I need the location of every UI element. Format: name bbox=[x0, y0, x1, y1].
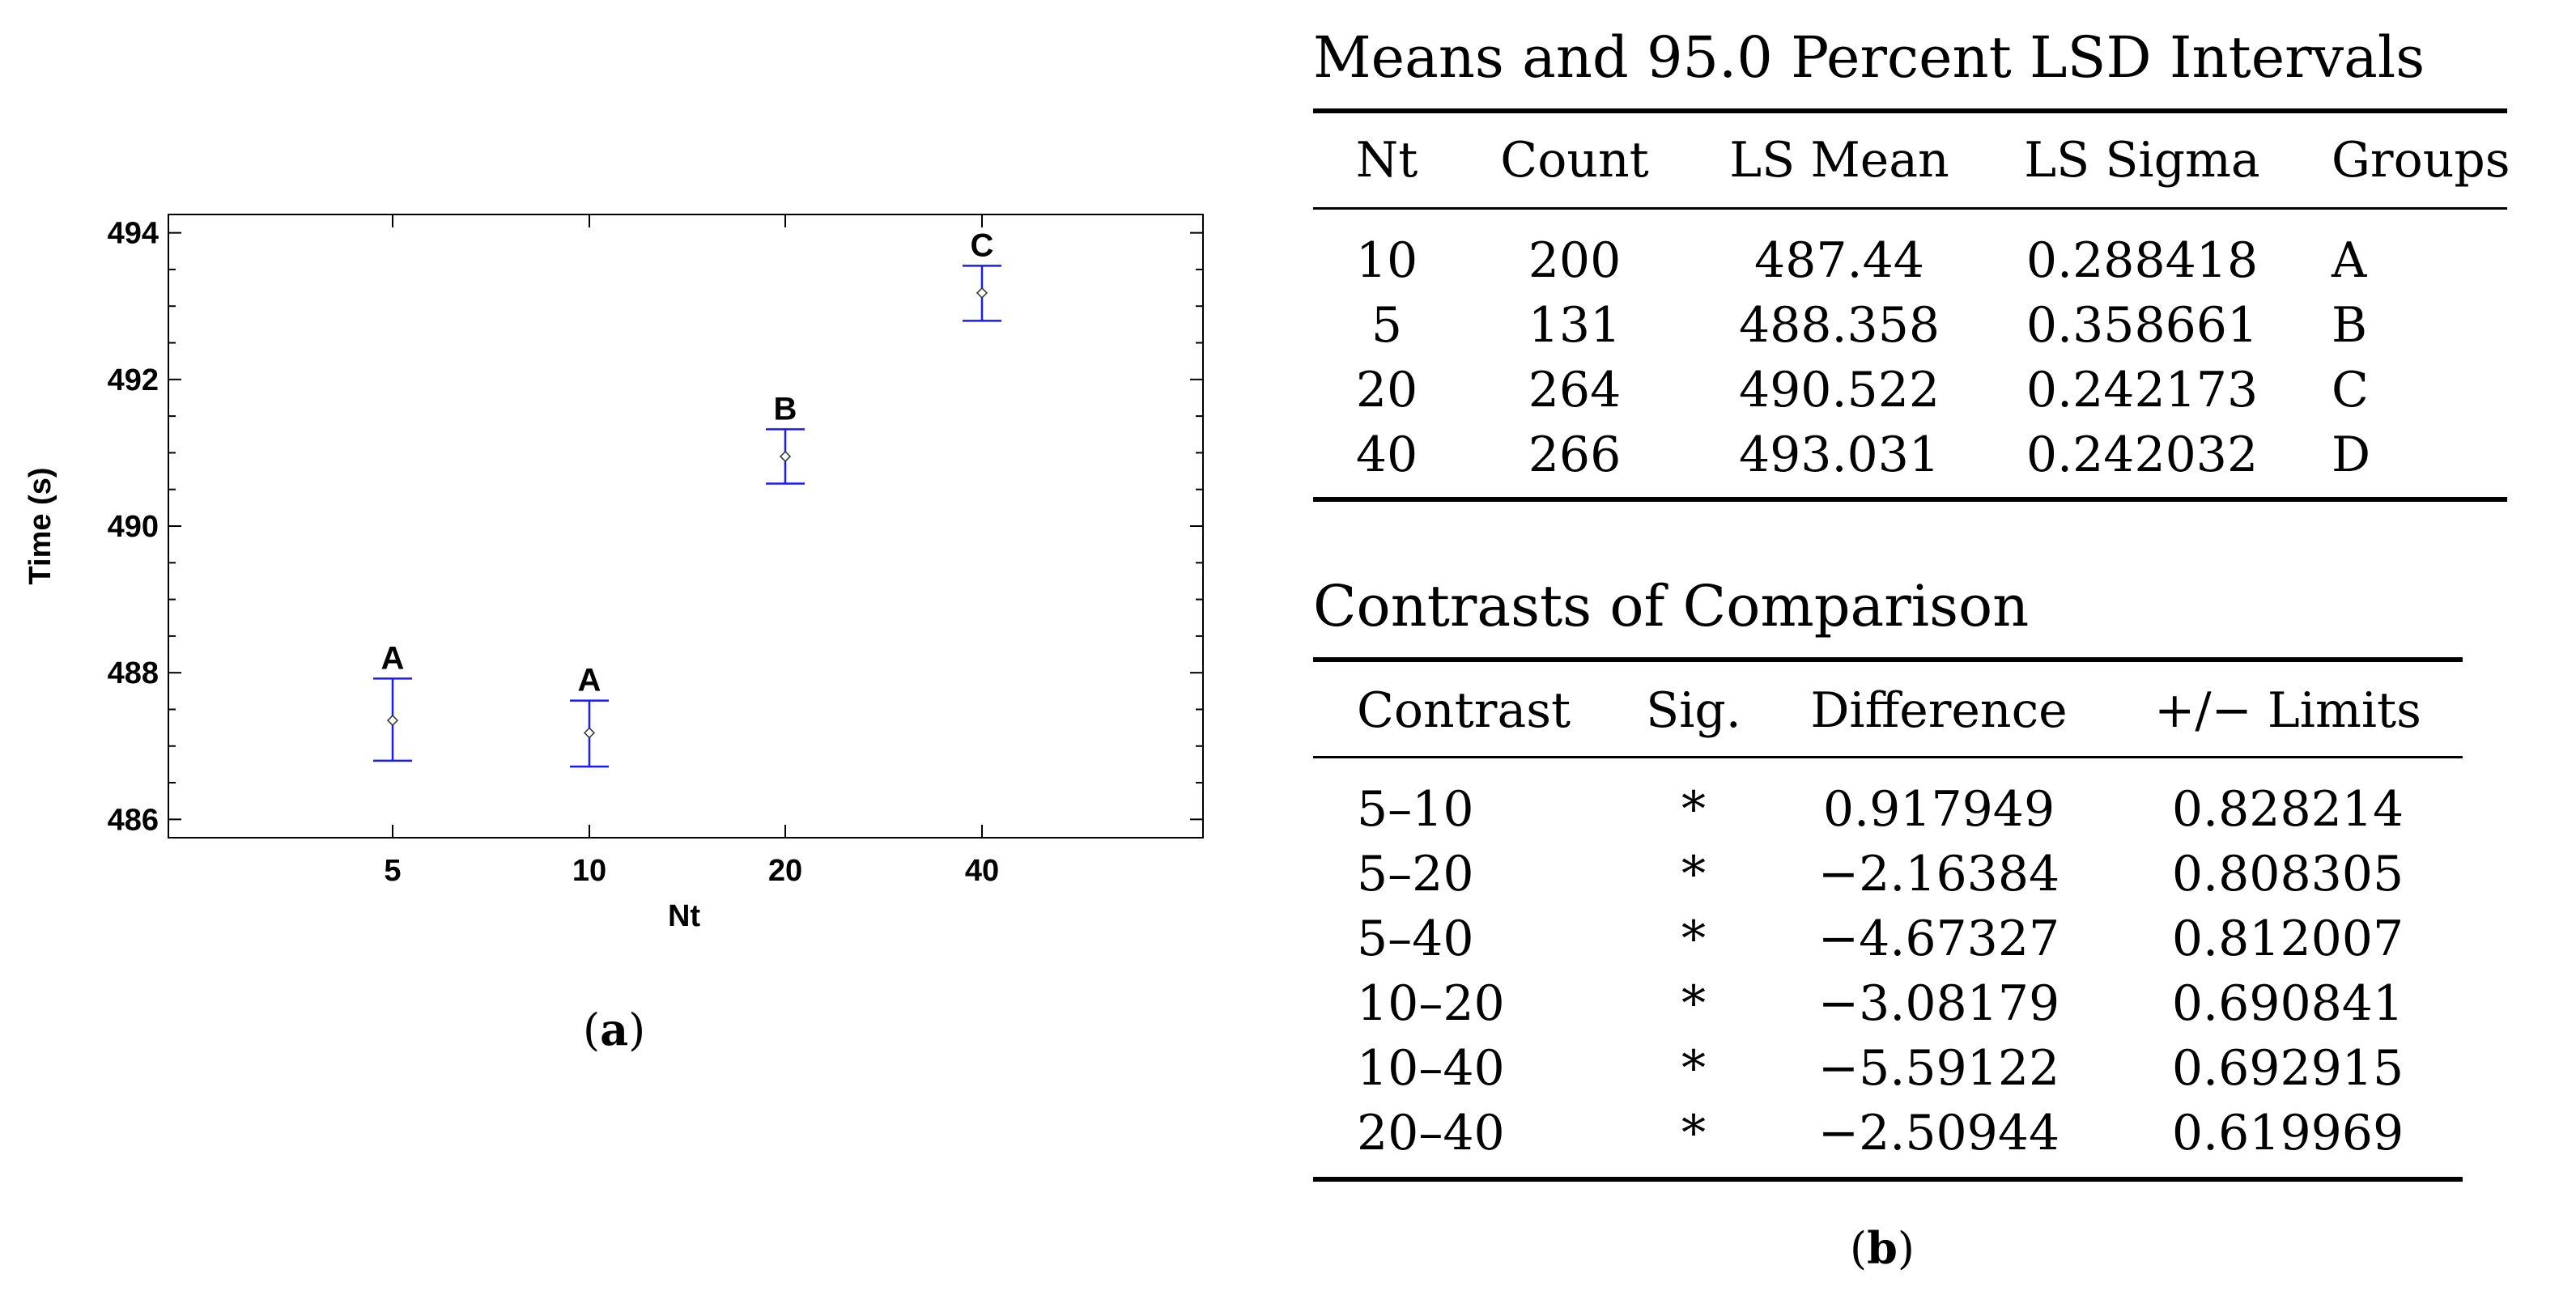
contrasts-table-cell: 0.808305 bbox=[2171, 846, 2404, 902]
means-table-cell: D bbox=[2332, 427, 2371, 483]
mean-marker bbox=[779, 450, 792, 463]
means-table-cell: 5 bbox=[1371, 297, 1403, 354]
interval-5: A bbox=[373, 640, 412, 762]
means-table-cell: 490.522 bbox=[1738, 362, 1941, 418]
means-plot: 486 488 490 492 494 5 10 20 40 A A B C Nt Time (s) bbox=[23, 214, 1204, 933]
contrasts-table-cell: 5–20 bbox=[1357, 846, 1474, 902]
means-table-top-rule bbox=[1313, 108, 2507, 113]
contrasts-table-cell: 0.690841 bbox=[2171, 975, 2404, 1032]
group-letter: B bbox=[774, 391, 797, 427]
group-letter: A bbox=[381, 640, 405, 676]
means-table-cell: 493.031 bbox=[1738, 427, 1941, 483]
contrasts-table-cell: 0.812007 bbox=[2171, 911, 2404, 967]
contrasts-table-cell: 0.619969 bbox=[2171, 1105, 2404, 1161]
plot-frame bbox=[168, 214, 1204, 839]
interval-20: B bbox=[766, 391, 805, 485]
means-table-header-4: Groups bbox=[2332, 132, 2510, 189]
x-tick-label: 40 bbox=[965, 854, 999, 888]
contrasts-table-cell: 0.917949 bbox=[1822, 781, 2055, 838]
contrasts-table-cell: 5–40 bbox=[1357, 911, 1474, 967]
means-table-cell: 20 bbox=[1355, 362, 1418, 418]
means-table-cell: 0.358661 bbox=[2026, 297, 2259, 354]
means-table-cell: 264 bbox=[1528, 362, 1622, 418]
means-table-bottom-rule bbox=[1313, 497, 2507, 502]
mean-marker bbox=[583, 727, 596, 739]
contrasts-table-cell: 10–40 bbox=[1357, 1040, 1505, 1097]
contrasts-table-header-2: Difference bbox=[1810, 682, 2068, 739]
interval-40: C bbox=[963, 227, 1001, 322]
x-tick-label: 5 bbox=[384, 854, 401, 888]
contrasts-table-cell: * bbox=[1681, 975, 1706, 1032]
data-points: A A B C bbox=[373, 227, 1001, 768]
group-letter: C bbox=[971, 227, 994, 263]
contrasts-table-cell: * bbox=[1681, 911, 1706, 967]
y-tick-label: 490 bbox=[108, 510, 159, 544]
means-table-cell: 488.358 bbox=[1738, 297, 1941, 354]
means-table-cell: C bbox=[2332, 362, 2369, 418]
contrasts-table-cell: * bbox=[1681, 1105, 1706, 1161]
contrasts-table-cell: −3.08179 bbox=[1817, 975, 2060, 1032]
means-table-header-1: Count bbox=[1500, 132, 1649, 189]
means-table-cell: B bbox=[2332, 297, 2368, 354]
means-table-cell: 0.288418 bbox=[2026, 232, 2259, 289]
x-axis-title: Nt bbox=[668, 899, 700, 933]
means-table-cell: 40 bbox=[1355, 427, 1418, 483]
means-table-cell: A bbox=[2332, 232, 2367, 289]
contrasts-table-cell: 20–40 bbox=[1357, 1105, 1505, 1161]
mean-marker bbox=[386, 714, 399, 727]
group-letter: A bbox=[578, 663, 601, 698]
x-tick-label: 20 bbox=[768, 854, 802, 888]
y-tick-label: 492 bbox=[108, 363, 159, 397]
y-axis-title: Time (s) bbox=[23, 467, 57, 584]
means-table-title: Means and 95.0 Percent LSD Intervals bbox=[1313, 24, 2425, 91]
means-table-header-3: LS Sigma bbox=[2024, 132, 2260, 189]
contrasts-table-top-rule bbox=[1313, 657, 2463, 662]
contrasts-table-cell: * bbox=[1681, 781, 1706, 838]
means-table-header-0: Nt bbox=[1355, 132, 1418, 189]
caption-a: (a) bbox=[583, 1004, 646, 1055]
y-tick-label: 486 bbox=[108, 803, 159, 837]
caption-b-letter: b bbox=[1867, 1222, 1898, 1274]
x-tick-label: 10 bbox=[572, 854, 606, 888]
caption-b: (b) bbox=[1850, 1222, 1915, 1274]
means-table-cell: 200 bbox=[1528, 232, 1622, 289]
contrasts-table-cell: −2.16384 bbox=[1817, 846, 2060, 902]
contrasts-table-cell: * bbox=[1681, 846, 1706, 902]
contrasts-table-header-0: Contrast bbox=[1357, 682, 1571, 739]
y-axis-ticks: 486 488 490 492 494 bbox=[108, 217, 1203, 837]
means-table-cell: 266 bbox=[1528, 427, 1622, 483]
contrasts-table-header-rule bbox=[1313, 756, 2463, 758]
means-table-cell: 131 bbox=[1528, 297, 1622, 354]
contrasts-table-cell: 5–10 bbox=[1357, 781, 1474, 838]
contrasts-table-cell: −2.50944 bbox=[1817, 1105, 2060, 1161]
y-tick-label: 488 bbox=[108, 656, 159, 690]
x-axis-ticks: 5 10 20 40 bbox=[384, 214, 999, 888]
means-table-cell: 487.44 bbox=[1754, 232, 1924, 289]
contrasts-table-cell: 10–20 bbox=[1357, 975, 1505, 1032]
interval-10: A bbox=[570, 663, 609, 768]
means-table-header-2: LS Mean bbox=[1729, 132, 1949, 189]
contrasts-table-title: Contrasts of Comparison bbox=[1313, 573, 2030, 639]
contrasts-table-header-3: +/− Limits bbox=[2154, 682, 2421, 739]
y-tick-label: 494 bbox=[108, 217, 159, 251]
contrasts-table-cell: * bbox=[1681, 1040, 1706, 1097]
contrasts-table-cell: 0.828214 bbox=[2171, 781, 2404, 838]
contrasts-table-header-1: Sig. bbox=[1646, 682, 1741, 739]
means-table-cell: 0.242173 bbox=[2026, 362, 2259, 418]
means-table-header-rule bbox=[1313, 207, 2507, 210]
contrasts-table-cell: −5.59122 bbox=[1817, 1040, 2060, 1097]
means-table-cell: 10 bbox=[1355, 232, 1418, 289]
contrasts-table-cell: 0.692915 bbox=[2171, 1040, 2404, 1097]
mean-marker bbox=[976, 287, 988, 299]
caption-a-letter: a bbox=[600, 1004, 629, 1055]
contrasts-table-cell: −4.67327 bbox=[1817, 911, 2060, 967]
means-table-cell: 0.242032 bbox=[2026, 427, 2259, 483]
contrasts-table-bottom-rule bbox=[1313, 1177, 2463, 1182]
